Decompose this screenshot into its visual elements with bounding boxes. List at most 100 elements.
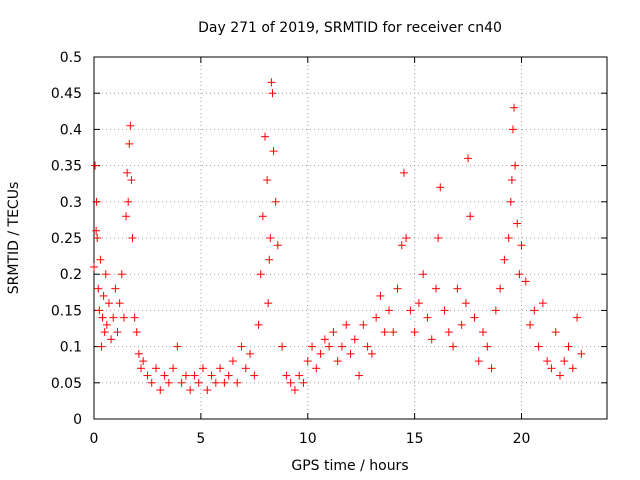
data-point bbox=[143, 371, 152, 380]
data-point bbox=[203, 386, 212, 395]
data-point bbox=[355, 371, 364, 380]
data-point bbox=[515, 270, 524, 279]
y-tick-label: 0.4 bbox=[60, 122, 82, 138]
data-point bbox=[508, 125, 517, 134]
y-tick-label: 0 bbox=[73, 412, 82, 428]
data-point bbox=[440, 306, 449, 315]
data-point bbox=[246, 349, 255, 358]
data-point bbox=[464, 154, 473, 163]
data-point bbox=[372, 313, 381, 322]
data-point bbox=[308, 342, 317, 351]
data-point bbox=[93, 234, 102, 242]
data-points bbox=[90, 78, 586, 395]
data-point bbox=[320, 335, 329, 344]
data-point bbox=[286, 378, 295, 387]
data-point bbox=[538, 299, 547, 308]
data-point bbox=[94, 284, 103, 293]
y-tick-label: 0.2 bbox=[60, 267, 82, 283]
y-tick-label: 0.45 bbox=[51, 86, 82, 102]
data-point bbox=[367, 349, 376, 358]
data-point bbox=[316, 349, 325, 358]
data-point bbox=[342, 320, 351, 329]
data-point bbox=[100, 328, 109, 337]
data-point bbox=[164, 378, 173, 387]
data-point bbox=[432, 284, 440, 293]
data-point bbox=[98, 313, 107, 322]
data-point bbox=[530, 306, 539, 315]
data-point bbox=[290, 386, 299, 395]
data-point bbox=[470, 313, 479, 322]
data-point bbox=[577, 349, 586, 358]
data-point bbox=[228, 357, 237, 366]
data-point bbox=[479, 328, 488, 337]
data-point bbox=[237, 342, 246, 351]
data-point bbox=[487, 364, 496, 373]
data-point bbox=[190, 371, 199, 380]
x-tick-label: 20 bbox=[513, 431, 531, 447]
data-point bbox=[134, 349, 143, 358]
x-tick-label: 15 bbox=[406, 431, 424, 447]
data-point bbox=[181, 371, 190, 380]
data-point bbox=[568, 364, 577, 373]
data-point bbox=[474, 357, 483, 366]
x-tick-label: 10 bbox=[299, 431, 317, 447]
tick-layer: 0 0.05 0.1 0.15 0.2 0.25 0.3 0.35 0.4 0.45 0.5 0 5 10… bbox=[51, 50, 607, 447]
data-point bbox=[444, 328, 453, 337]
data-point bbox=[273, 241, 282, 250]
data-point bbox=[389, 328, 398, 337]
data-point bbox=[303, 357, 312, 366]
data-point bbox=[410, 328, 419, 337]
data-point bbox=[132, 328, 141, 337]
y-tick-label: 0.25 bbox=[51, 231, 82, 247]
data-point bbox=[147, 378, 156, 387]
data-point bbox=[123, 168, 132, 177]
data-point bbox=[268, 89, 277, 98]
data-point bbox=[402, 234, 411, 242]
data-point bbox=[127, 176, 136, 185]
data-point bbox=[111, 284, 120, 293]
data-point bbox=[91, 161, 100, 170]
data-point bbox=[295, 371, 304, 380]
data-point bbox=[511, 161, 520, 170]
data-point bbox=[434, 234, 443, 242]
y-axis-label: SRMTID / TECUs bbox=[6, 182, 22, 295]
y-tick-label: 0.1 bbox=[60, 340, 82, 356]
data-point bbox=[125, 139, 134, 148]
data-point bbox=[96, 255, 105, 264]
data-point bbox=[250, 371, 259, 380]
data-point bbox=[423, 313, 432, 322]
x-tick-label: 0 bbox=[90, 431, 99, 447]
x-tick-label: 5 bbox=[196, 431, 205, 447]
data-point bbox=[186, 386, 195, 395]
data-point bbox=[376, 291, 385, 300]
data-point bbox=[220, 378, 229, 387]
data-point bbox=[449, 342, 458, 351]
data-point bbox=[119, 313, 128, 322]
data-point bbox=[258, 212, 267, 221]
data-point bbox=[102, 320, 111, 329]
data-point bbox=[128, 234, 137, 242]
data-point bbox=[104, 299, 113, 308]
data-point bbox=[265, 255, 274, 264]
y-tick-label: 0.05 bbox=[51, 376, 82, 392]
data-point bbox=[491, 306, 500, 315]
data-point bbox=[194, 378, 203, 387]
data-point bbox=[393, 284, 402, 293]
data-point bbox=[224, 371, 233, 380]
data-point bbox=[504, 234, 513, 242]
data-point bbox=[199, 364, 208, 373]
data-point bbox=[551, 328, 560, 337]
y-tick-label: 0.3 bbox=[60, 195, 82, 211]
data-point bbox=[137, 364, 146, 373]
data-point bbox=[534, 342, 543, 351]
y-tick-label: 0.5 bbox=[60, 50, 82, 66]
data-point bbox=[312, 364, 321, 373]
data-point bbox=[95, 306, 104, 315]
data-point bbox=[466, 212, 475, 221]
data-point bbox=[90, 262, 98, 271]
data-point bbox=[122, 212, 131, 221]
data-point bbox=[177, 378, 186, 387]
data-point bbox=[130, 313, 139, 322]
data-point bbox=[543, 357, 552, 366]
data-point bbox=[547, 364, 556, 373]
